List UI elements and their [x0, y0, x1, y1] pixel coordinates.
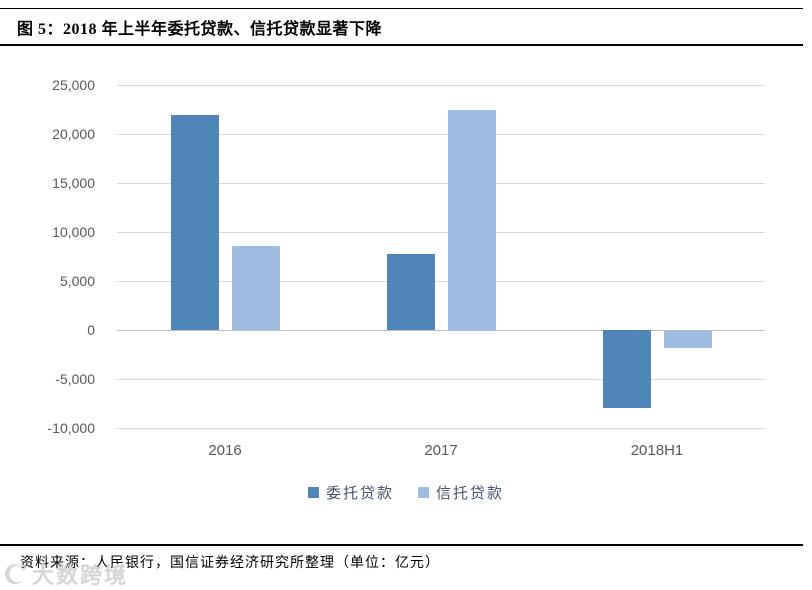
y-axis-tick-label: 10,000 [52, 224, 95, 240]
x-axis-label-2016: 2016 [208, 442, 242, 459]
legend-swatch-icon [418, 487, 429, 498]
zero-axis-line [117, 330, 765, 331]
gridline [117, 183, 765, 184]
gridline [117, 281, 765, 282]
chart-legend: 委托贷款 信托贷款 [0, 482, 812, 503]
y-axis-tick-label: 20,000 [52, 126, 95, 142]
source-note: 资料来源：人民银行，国信证券经济研究所整理（单位：亿元） [20, 556, 440, 571]
gridline [117, 428, 765, 429]
y-axis-tick-label: -10,000 [47, 420, 95, 436]
gridline [117, 379, 765, 380]
x-axis-label-2018H1: 2018H1 [630, 442, 684, 459]
bar-委托贷款-2016 [171, 115, 219, 330]
top-divider [0, 8, 803, 9]
gridline [117, 134, 765, 135]
bar-信托贷款-2017 [448, 110, 496, 331]
figure-title: 图 5：2018 年上半年委托贷款、信托贷款显著下降 [17, 21, 383, 38]
y-axis-tick-label: 0 [87, 322, 95, 338]
legend-label: 信托贷款 [436, 486, 505, 502]
title-divider [0, 44, 803, 46]
bar-信托贷款-2018H1 [664, 330, 712, 348]
bar-信托贷款-2016 [232, 246, 280, 330]
y-axis-tick-label: 25,000 [52, 77, 95, 93]
legend-label: 委托贷款 [325, 486, 394, 502]
legend-item-委托贷款: 委托贷款 [307, 482, 394, 503]
legend-item-信托贷款: 信托贷款 [418, 482, 504, 503]
gridline [117, 85, 765, 86]
bar-委托贷款-2018H1 [603, 330, 651, 408]
x-axis-label-2017: 2017 [424, 442, 458, 459]
y-axis-tick-label: 5,000 [59, 273, 95, 289]
legend-swatch-icon [307, 487, 319, 498]
gridline [117, 232, 765, 233]
bar-委托贷款-2017 [387, 254, 435, 330]
footer-divider [0, 544, 803, 546]
y-axis-tick-label: -5,000 [55, 371, 95, 387]
y-axis-tick-label: 15,000 [52, 175, 95, 191]
